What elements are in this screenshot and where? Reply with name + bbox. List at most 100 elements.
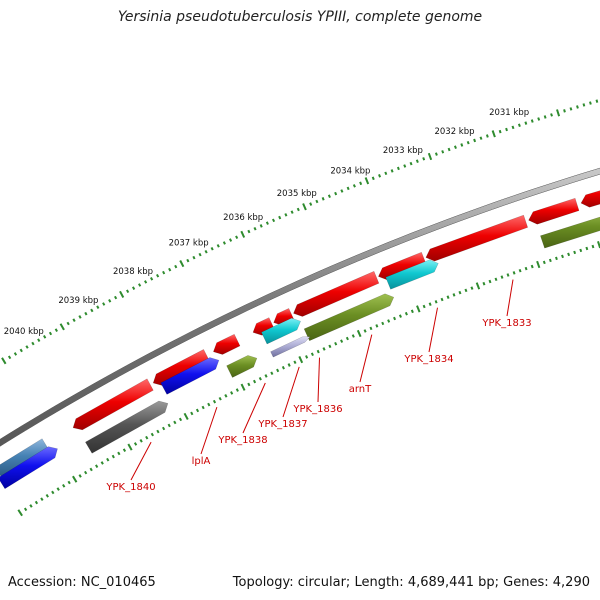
inner-scale-major-tick (536, 260, 541, 269)
length-label: Length: (354, 575, 404, 590)
inner-scale-minor-tick (117, 451, 121, 456)
callout-line (130, 441, 152, 481)
inner-scale-minor-tick (555, 256, 558, 261)
outer-scale-minor-tick (222, 241, 226, 245)
outer-scale-minor-tick (537, 117, 541, 121)
outer-scale-minor-tick (409, 161, 413, 166)
inner-scale-minor-tick (195, 408, 200, 413)
outer-scale-minor-tick (271, 218, 276, 223)
outer-scale-minor-tick (346, 186, 350, 191)
outer-scale-minor-tick (43, 335, 47, 339)
callout-line (200, 406, 218, 455)
inner-scale-minor-tick (518, 268, 522, 273)
inner-scale-minor-tick (573, 250, 577, 255)
inner-scale-minor-tick (276, 368, 280, 373)
inner-scale-minor-tick (410, 309, 414, 314)
inner-scale-minor-tick (40, 497, 44, 501)
outer-scale-minor-tick (78, 315, 82, 319)
callout-line (359, 334, 373, 383)
scale-tick-label: 2037 kbp (169, 239, 209, 249)
outer-scale-minor-tick (132, 286, 136, 290)
outer-scale-minor-tick (25, 345, 29, 349)
accession-label: Accession: (8, 575, 77, 590)
inner-scale-minor-tick (322, 347, 326, 351)
outer-scale-minor-tick (352, 184, 356, 188)
gene-features (0, 190, 600, 490)
genes-label: Genes: (503, 575, 549, 590)
inner-scale-minor-tick (340, 339, 344, 343)
inner-scale-minor-tick (363, 329, 367, 333)
genome-backbone (0, 167, 600, 447)
outer-scale-minor-tick (290, 210, 294, 214)
topology-value: circular; (297, 575, 351, 590)
outer-scale-minor-tick (210, 246, 214, 251)
outer-scale-minor-tick (66, 321, 70, 326)
inner-scale-minor-tick (167, 423, 171, 428)
inner-scale-minor-tick (561, 254, 564, 259)
gene-feature (270, 336, 311, 358)
callout-line (428, 307, 438, 353)
inner-scale-minor-tick (281, 365, 285, 370)
inner-scale-minor-tick (488, 279, 492, 284)
inner-scale-minor-tick (190, 411, 194, 416)
outer-scale-minor-tick (371, 176, 375, 181)
outer-scale-minor-tick (447, 147, 451, 152)
inner-scale-minor-tick (305, 355, 309, 359)
outer-scale-minor-tick (259, 224, 263, 228)
inner-scale-minor-tick (440, 297, 444, 302)
outer-scale-minor-tick (589, 101, 592, 105)
outer-scale-minor-tick (390, 169, 394, 173)
scale-tick-labels: 2031 kbp 2032 kbp 2033 kbp 2034 kbp 2035 kbp… (4, 108, 529, 337)
gene-feature (261, 317, 301, 345)
inner-scale-minor-tick (351, 334, 355, 338)
gene-label: YPK_1836 (292, 404, 342, 415)
outer-scale-minor-tick (216, 244, 220, 248)
gene-label: YPK_1840 (105, 482, 155, 493)
inner-scale-minor-tick (393, 316, 397, 321)
genes-value: 4,290 (552, 575, 590, 590)
inner-scale-minor-tick (506, 273, 510, 277)
outer-scale-minor-tick (321, 197, 325, 201)
inner-scale-minor-tick (51, 490, 55, 495)
outer-scale-minor-tick (247, 229, 251, 234)
outer-scale-minor-tick (192, 255, 196, 260)
accession-info: Accession: NC_010465 (8, 575, 156, 590)
gene-feature (293, 270, 380, 317)
inner-scale-minor-tick (585, 246, 589, 251)
outer-scale-minor-tick (108, 299, 112, 303)
scale-tick-label: 2033 kbp (383, 146, 423, 156)
outer-scale-minor-tick (582, 103, 586, 107)
outer-scale-minor-tick (296, 207, 300, 212)
inner-scale-minor-tick (334, 341, 338, 346)
outer-scale-minor-tick (37, 338, 41, 342)
outer-scale-minor-tick (511, 125, 515, 130)
inner-scale-minor-tick (106, 457, 110, 462)
inner-scale-minor-tick (252, 379, 257, 384)
inner-scale-minor-tick (89, 467, 93, 472)
scale-tick-label: 2038 kbp (113, 267, 153, 277)
inner-scale-minor-tick (567, 252, 571, 257)
inner-scale-minor-tick (207, 402, 211, 407)
inner-scale-minor-tick (398, 314, 402, 318)
inner-scale-minor-tick (512, 271, 516, 275)
outer-scale-minor-tick (441, 150, 445, 154)
inner-scale-minor-tick (218, 396, 222, 401)
inner-scale-minor-tick (548, 258, 552, 263)
inner-scale-minor-tick (458, 290, 462, 295)
callout-line (282, 366, 300, 418)
outer-scale-major-tick (179, 260, 185, 268)
outer-scale-minor-tick (54, 328, 58, 332)
inner-scale-minor-tick (387, 319, 391, 323)
inner-scale-major-tick (475, 282, 481, 290)
inner-scale-minor-tick (500, 275, 504, 279)
outer-scale-minor-tick (453, 145, 457, 149)
inner-scale-major-tick (416, 305, 421, 313)
outer-scale-minor-tick (278, 215, 282, 220)
inner-scale-minor-tick (173, 420, 177, 425)
outer-scale-minor-tick (90, 308, 94, 313)
outer-scale-major-tick (302, 203, 307, 211)
gene-feature (540, 216, 600, 249)
inner-scale-major-tick (356, 329, 362, 338)
inner-scale-minor-tick (264, 374, 268, 378)
outer-scale-minor-tick (415, 159, 419, 163)
